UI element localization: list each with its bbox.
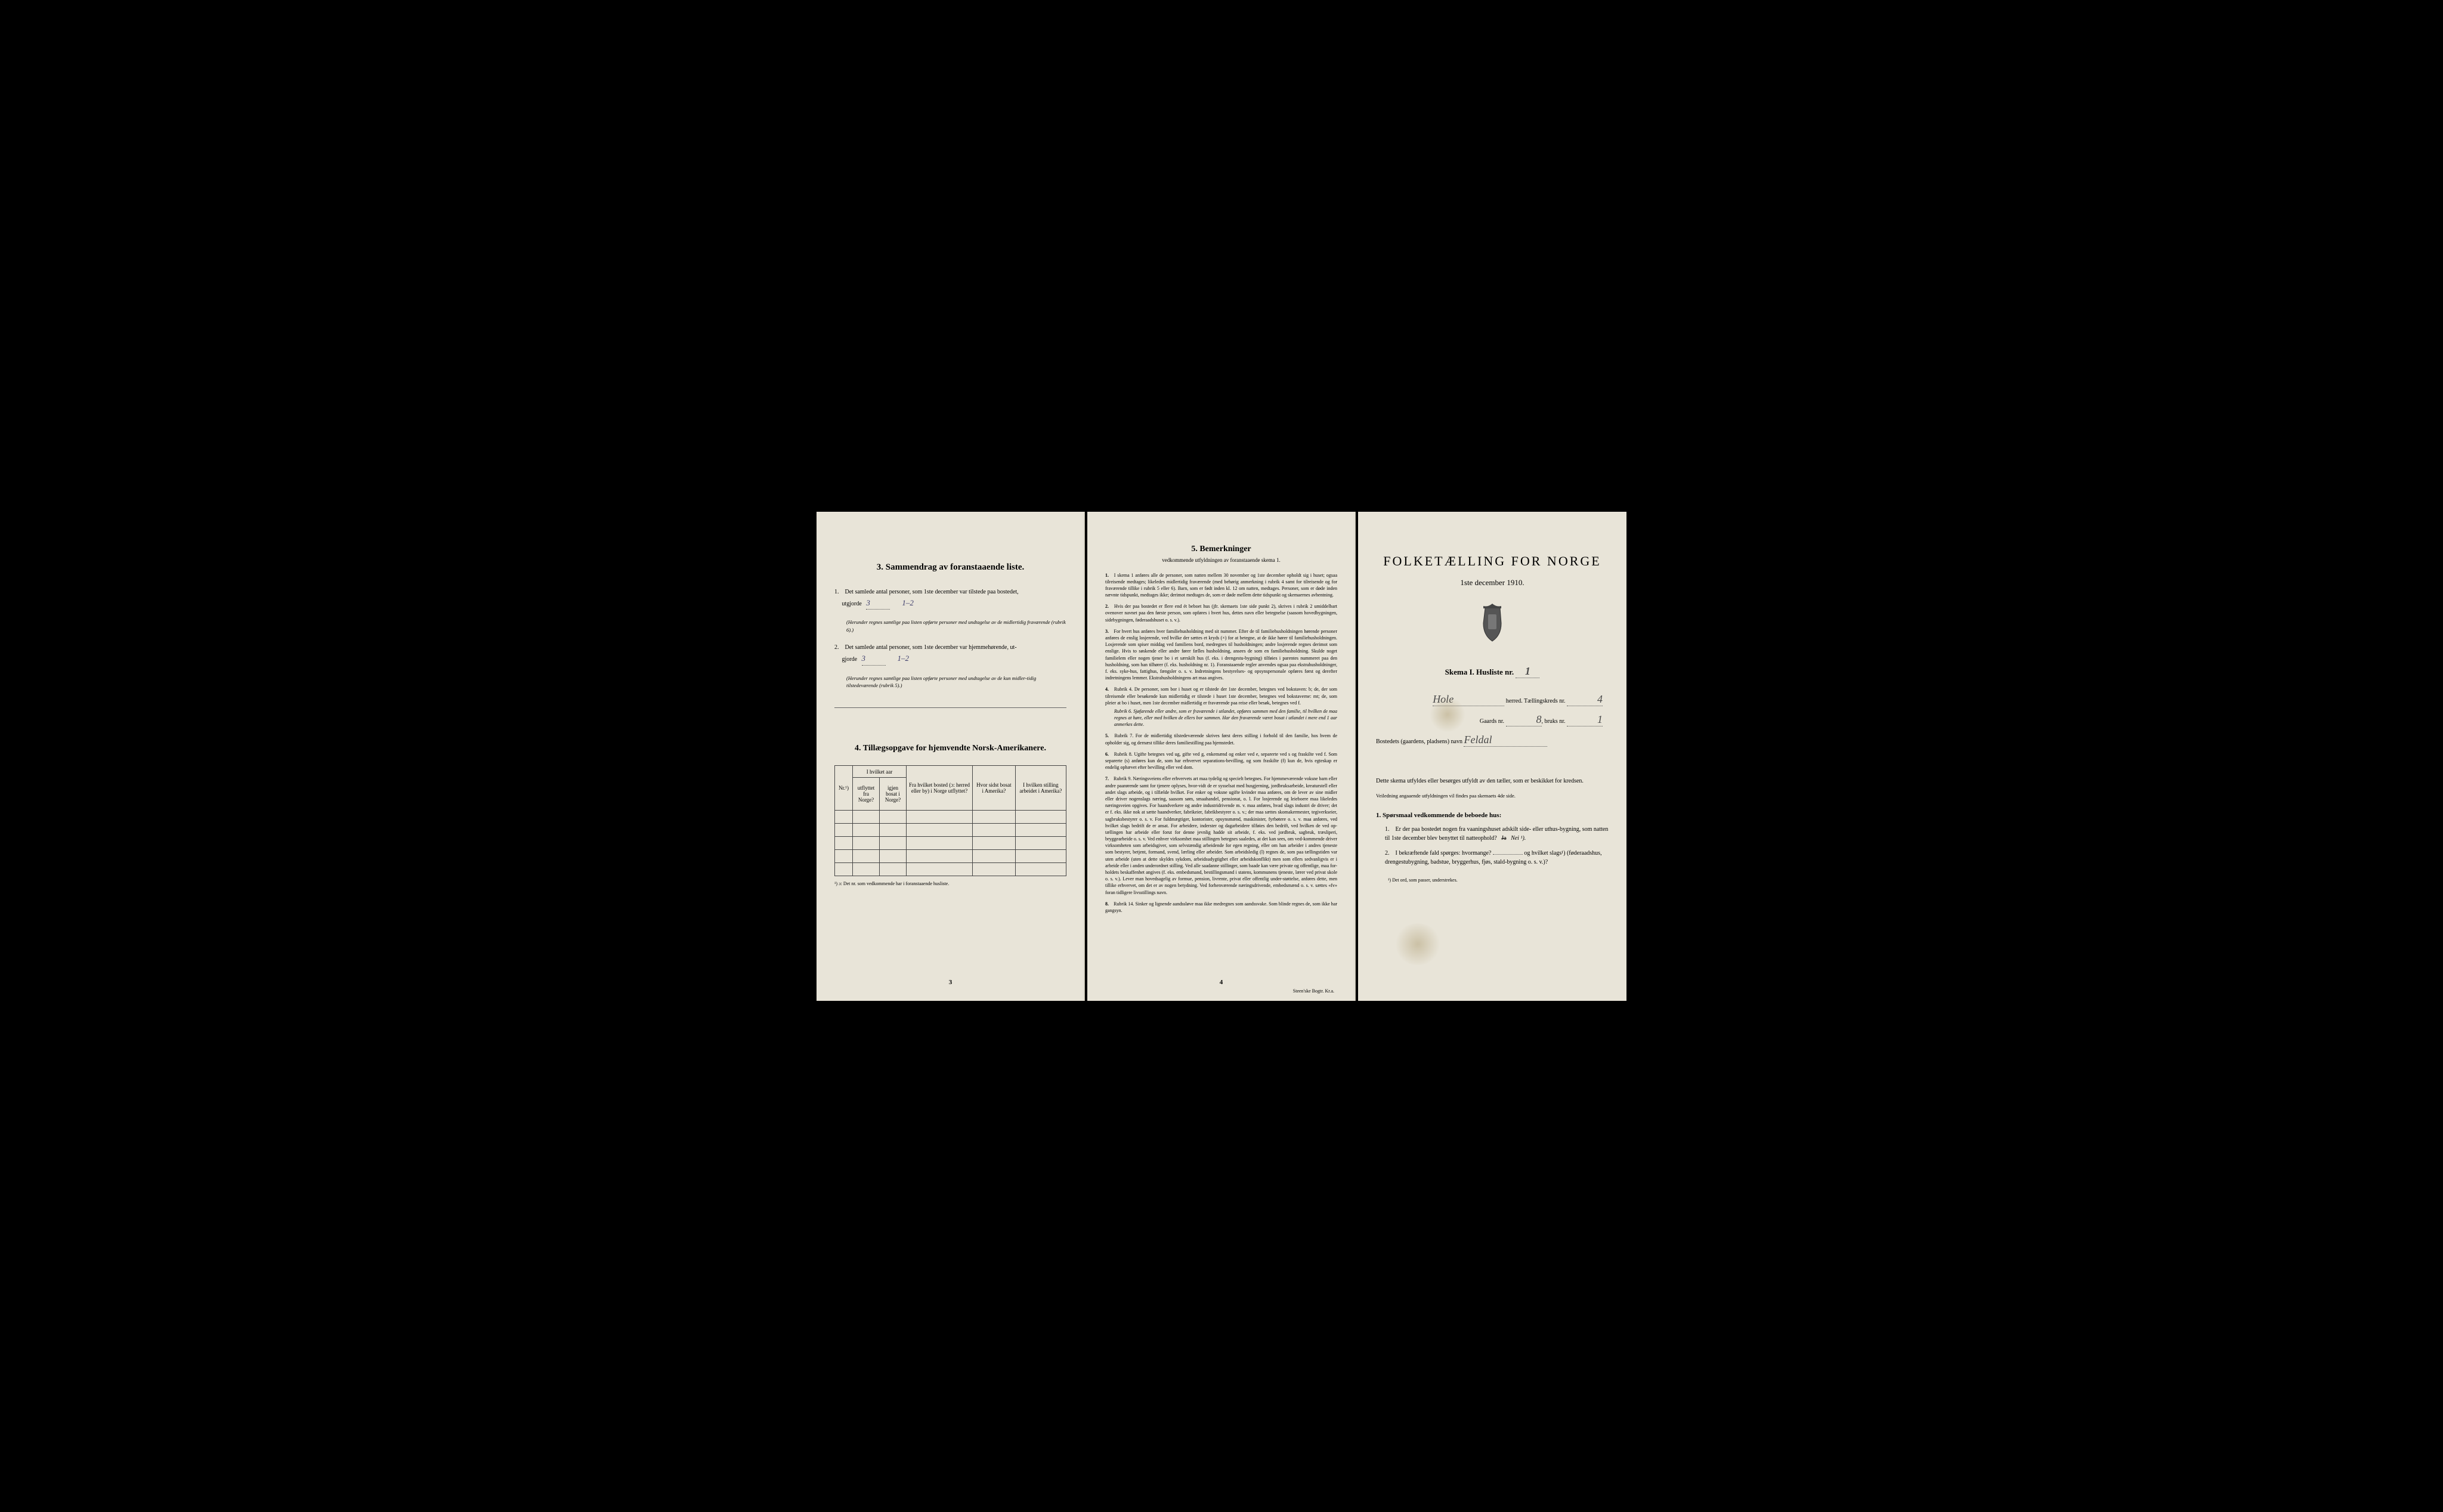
footnote-right: ¹) Det ord, som passer, understrekes. [1388, 877, 1609, 883]
norway-crest-icon [1476, 602, 1509, 644]
bosted-value: Feldal [1464, 734, 1547, 747]
item2-value: 3 [862, 653, 886, 666]
husliste-nr: 1 [1516, 665, 1539, 678]
q1-ja: Ja [1501, 835, 1506, 842]
census-date: 1ste december 1910. [1376, 578, 1609, 588]
table-footnote: ¹) ɔ: Det nr. som vedkommende har i fora… [834, 881, 1066, 886]
page-number-3: 3 [949, 979, 953, 986]
sporsmaal-heading: 1. Spørsmaal vedkommende de beboede hus: [1376, 812, 1609, 819]
remark-item: 3. For hvert hus anføres hver familiehus… [1105, 628, 1337, 682]
page-3: 3. Sammendrag av foranstaaende liste. 1.… [817, 512, 1085, 1001]
remark-item: 1. I skema 1 anføres alle de personer, s… [1105, 572, 1337, 599]
table-row [835, 837, 1066, 850]
th-nr: Nr.¹) [835, 766, 853, 811]
paper-stain [1394, 923, 1442, 965]
item1-range: 1–2 [902, 598, 914, 607]
item1-note: (Herunder regnes samtlige paa listen opf… [846, 619, 1066, 634]
emigrant-table: Nr.¹) I hvilket aar Fra hvilket bosted (… [834, 765, 1066, 876]
remark-item: 4. Rubrik 4. De personer, som bor i huse… [1105, 686, 1337, 728]
remarks-list: 1. I skema 1 anføres alle de personer, s… [1105, 572, 1337, 914]
th-position: I hvilken stilling arbeidet i Amerika? [1015, 766, 1066, 811]
instructions-block: Dette skema utfyldes eller besørges utfy… [1376, 777, 1609, 800]
item-2: 2. Det samlede antal personer, som 1ste … [834, 643, 1066, 666]
gaards-field: Gaards nr. 8, bruks nr. 1 [1376, 713, 1609, 726]
th-year: I hvilket aar [853, 766, 907, 778]
table-row [835, 850, 1066, 863]
remark-item: 7. Rubrik 9. Næringsveiens eller erhverv… [1105, 775, 1337, 895]
item2-note: (Herunder regnes samtlige paa listen opf… [846, 675, 1066, 690]
main-title: FOLKETÆLLING FOR NORGE [1376, 554, 1609, 569]
question-1: 1. Er der paa bostedet nogen fra vaaning… [1385, 825, 1609, 843]
remark-item: 2. Hvis der paa bostedet er flere end ét… [1105, 603, 1337, 623]
section-3-heading: 3. Sammendrag av foranstaaende liste. [834, 562, 1066, 573]
printer-mark: Steen'ske Bogtr. Kr.a. [1293, 988, 1334, 994]
section-4-heading: 4. Tillægsopgave for hjemvendte Norsk-Am… [834, 744, 1066, 753]
item2-range: 1–2 [898, 654, 910, 663]
table-row [835, 863, 1066, 876]
kreds-nr: 4 [1567, 693, 1603, 706]
q1-nei: Nei ¹). [1511, 835, 1526, 842]
question-2: 2. I bekræftende fald spørges: hvormange… [1385, 849, 1609, 867]
skema-line: Skema I. Husliste nr. 1 [1376, 665, 1609, 678]
page-1-cover: FOLKETÆLLING FOR NORGE 1ste december 191… [1358, 512, 1626, 1001]
bemerkninger-heading: 5. Bemerkninger [1105, 545, 1337, 554]
th-where: Hvor sidst bosat i Amerika? [973, 766, 1016, 811]
item-1: 1. Det samlede antal personer, som 1ste … [834, 588, 1066, 610]
census-document: 3. Sammendrag av foranstaaende liste. 1.… [817, 512, 1626, 1001]
th-returned: igjen bosat i Norge? [880, 778, 907, 811]
th-from: Fra hvilket bosted (ɔ: herred eller by) … [907, 766, 973, 811]
divider [834, 707, 1066, 708]
page-4: 5. Bemerkninger vedkommende utfyldningen… [1087, 512, 1356, 1001]
paper-stain [1430, 697, 1465, 732]
gaards-nr: 8 [1506, 713, 1542, 726]
remark-item: 8. Rubrik 14. Sinker og lignende aandssl… [1105, 901, 1337, 914]
table-row [835, 811, 1066, 824]
table-row [835, 824, 1066, 837]
herred-field: Hole herred. Tællingskreds nr. 4 [1376, 693, 1609, 706]
remark-item: 5. Rubrik 7. For de midlertidig tilstede… [1105, 732, 1337, 746]
th-emigrated: utflyttet fra Norge? [853, 778, 880, 811]
coat-of-arms [1376, 602, 1609, 647]
bosted-field: Bostedets (gaardens, pladsens) navn Feld… [1376, 734, 1609, 747]
page-number-4: 4 [1220, 979, 1223, 986]
remark-item: 6. Rubrik 8. Ugifte betegnes ved ug, gif… [1105, 751, 1337, 771]
item1-value: 3 [866, 597, 890, 610]
bemerkninger-sub: vedkommende utfyldningen av foranstaaend… [1105, 557, 1337, 563]
bruks-nr: 1 [1567, 713, 1603, 726]
